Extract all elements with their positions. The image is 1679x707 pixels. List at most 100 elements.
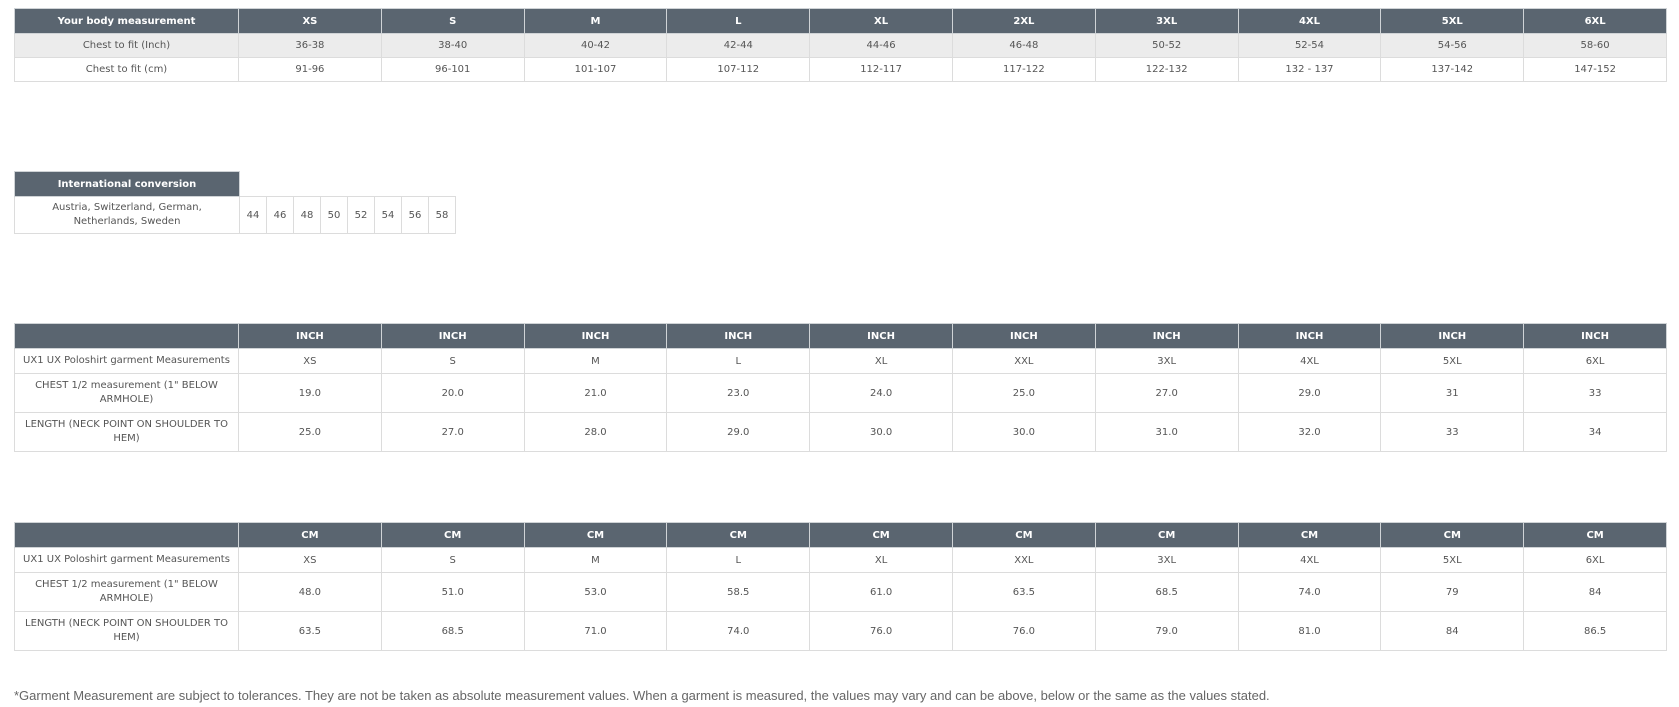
table-cell: 27.0 — [380, 412, 525, 452]
table-cell: 132 - 137 — [1237, 57, 1382, 82]
table-cell: 74.0 — [1237, 572, 1382, 612]
size-header: XL — [809, 8, 953, 34]
row-label: LENGTH (NECK POINT ON SHOULDER TO HEM) — [14, 412, 239, 452]
table-cell: L — [666, 547, 811, 573]
conversion-size-cell: 52 — [347, 196, 375, 234]
cm-measurement-table: CM CM CM CM CM CM CM CM CM CM UX1 UX Poloshirt ga… — [14, 522, 1667, 651]
table-cell: 58-60 — [1523, 33, 1667, 58]
unit-header: CM — [1523, 522, 1667, 548]
table-cell: 20.0 — [380, 373, 525, 413]
unit-header: INCH — [1237, 323, 1382, 349]
table-cell: 147-152 — [1523, 57, 1667, 82]
table-cell: 117-122 — [951, 57, 1096, 82]
table-cell: XL — [809, 547, 953, 573]
table-cell: 68.5 — [380, 611, 525, 651]
table-cell: 46-48 — [951, 33, 1096, 58]
size-header: XS — [238, 8, 382, 34]
table-row: Chest to fit (Inch) 36-38 38-40 40-42 42-44 4… — [14, 33, 1667, 58]
size-header: 4XL — [1237, 8, 1382, 34]
unit-header: INCH — [380, 323, 525, 349]
unit-header: CM — [1380, 522, 1525, 548]
table-cell: XS — [238, 547, 382, 573]
table-row: CHEST 1/2 measurement (1" BELOW ARMHOLE)… — [14, 572, 1667, 612]
table-cell: 51.0 — [380, 572, 525, 612]
table-row: LENGTH (NECK POINT ON SHOULDER TO HEM) 25… — [14, 412, 1667, 452]
row-label: CHEST 1/2 measurement (1" BELOW ARMHOLE) — [14, 373, 239, 413]
table-cell: 27.0 — [1094, 373, 1239, 413]
table-cell: 25.0 — [238, 412, 382, 452]
inch-measurement-table: INCH INCH INCH INCH INCH INCH INCH INCH INCH INCH… — [14, 323, 1667, 452]
unit-header: CM — [809, 522, 953, 548]
table-row: Chest to fit (cm) 91-96 96-101 101-107 107-1… — [14, 57, 1667, 82]
table-cell: 29.0 — [666, 412, 811, 452]
table-cell: 86.5 — [1523, 611, 1667, 651]
size-header: S — [380, 8, 525, 34]
table-cell: 32.0 — [1237, 412, 1382, 452]
table-cell: 81.0 — [1237, 611, 1382, 651]
unit-header: INCH — [523, 323, 668, 349]
table-cell: 6XL — [1523, 547, 1667, 573]
table-cell: 30.0 — [951, 412, 1096, 452]
header-corner-cell — [14, 522, 239, 548]
inch-header-row: INCH INCH INCH INCH INCH INCH INCH INCH INCH INCH — [14, 323, 1667, 349]
size-header: 3XL — [1094, 8, 1239, 34]
table-cell: 3XL — [1094, 547, 1239, 573]
table-cell: 4XL — [1237, 348, 1382, 374]
table-cell: 76.0 — [951, 611, 1096, 651]
table-cell: 36-38 — [238, 33, 382, 58]
body-measurement-header-row: Your body measurement XS S M L XL 2XL 3XL 4XL 5X… — [14, 8, 1667, 34]
body-measurement-header-label: Your body measurement — [14, 8, 239, 34]
table-cell: 79.0 — [1094, 611, 1239, 651]
size-header: L — [666, 8, 811, 34]
international-conversion-table: International conversion Austria, Switze… — [14, 171, 456, 234]
conversion-size-cell: 50 — [320, 196, 348, 234]
table-cell: 48.0 — [238, 572, 382, 612]
row-label: Chest to fit (Inch) — [14, 33, 239, 58]
table-cell: 3XL — [1094, 348, 1239, 374]
conversion-size-cell: 56 — [401, 196, 429, 234]
unit-header: CM — [523, 522, 668, 548]
table-cell: 40-42 — [523, 33, 668, 58]
table-cell: 107-112 — [666, 57, 811, 82]
size-header: 6XL — [1523, 8, 1667, 34]
row-label: Chest to fit (cm) — [14, 57, 239, 82]
row-label: CHEST 1/2 measurement (1" BELOW ARMHOLE) — [14, 572, 239, 612]
table-cell: 112-117 — [809, 57, 953, 82]
body-measurement-table: Your body measurement XS S M L XL 2XL 3XL 4XL 5X… — [14, 8, 1667, 82]
unit-header: CM — [1094, 522, 1239, 548]
table-cell: 61.0 — [809, 572, 953, 612]
table-cell: 38-40 — [380, 33, 525, 58]
table-cell: 84 — [1523, 572, 1667, 612]
unit-header: INCH — [1094, 323, 1239, 349]
table-cell: 4XL — [1237, 547, 1382, 573]
table-cell: 53.0 — [523, 572, 668, 612]
table-cell: 68.5 — [1094, 572, 1239, 612]
international-conversion-header-row: International conversion — [14, 171, 456, 197]
table-cell: 5XL — [1380, 348, 1525, 374]
table-row: LENGTH (NECK POINT ON SHOULDER TO HEM) 63… — [14, 611, 1667, 651]
table-cell: L — [666, 348, 811, 374]
table-row: Austria, Switzerland, German, Netherland… — [14, 196, 456, 234]
table-cell: 137-142 — [1380, 57, 1525, 82]
table-cell: 79 — [1380, 572, 1525, 612]
header-corner-cell — [14, 323, 239, 349]
conversion-size-cell: 48 — [293, 196, 321, 234]
table-cell: 31.0 — [1094, 412, 1239, 452]
table-cell: S — [380, 547, 525, 573]
conversion-size-cell: 46 — [266, 196, 294, 234]
table-cell: 24.0 — [809, 373, 953, 413]
cm-header-row: CM CM CM CM CM CM CM CM CM CM — [14, 522, 1667, 548]
table-cell: 29.0 — [1237, 373, 1382, 413]
unit-header: CM — [666, 522, 811, 548]
tolerance-footnote: *Garment Measurement are subject to tole… — [14, 688, 1270, 703]
unit-header: INCH — [238, 323, 382, 349]
international-conversion-header-label: International conversion — [14, 171, 240, 197]
table-cell: 31 — [1380, 373, 1525, 413]
table-cell: 23.0 — [666, 373, 811, 413]
table-cell: 34 — [1523, 412, 1667, 452]
table-cell: 84 — [1380, 611, 1525, 651]
table-row: CHEST 1/2 measurement (1" BELOW ARMHOLE)… — [14, 373, 1667, 413]
table-cell: 25.0 — [951, 373, 1096, 413]
row-label: Austria, Switzerland, German, Netherland… — [14, 196, 240, 234]
table-cell: S — [380, 348, 525, 374]
